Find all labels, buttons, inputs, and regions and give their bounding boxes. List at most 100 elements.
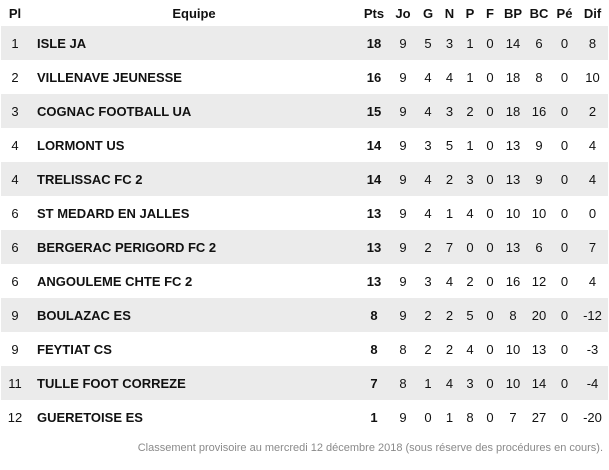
cell-points: 8: [370, 341, 378, 357]
cell-played: 9: [389, 94, 417, 128]
header-goals-against: BC: [529, 5, 549, 21]
cell-team: ISLE JA: [29, 26, 359, 60]
table-row: 6 ANGOULEME CHTE FC 2 13 9 3 4 2 0 16 12 0 4: [1, 264, 608, 298]
cell-drawn: 3: [439, 94, 460, 128]
cell-forfeit: 0: [486, 409, 494, 425]
cell-goals-for: 10: [505, 341, 521, 357]
cell-goals-against: 10: [531, 205, 547, 221]
cell-played: 9: [389, 162, 417, 196]
cell-forfeit: 0: [480, 366, 500, 400]
cell-penalty: 0: [552, 26, 577, 60]
cell-goal-diff: 4: [588, 137, 597, 153]
cell-points: 1: [370, 409, 378, 425]
cell-rank: 9: [11, 341, 19, 357]
cell-drawn: 1: [445, 205, 454, 221]
cell-lost: 3: [460, 162, 480, 196]
header-drawn: N: [444, 5, 455, 21]
cell-goals-against: 27: [531, 409, 547, 425]
cell-goals-against: 8: [535, 69, 543, 85]
cell-points: 18: [359, 26, 389, 60]
cell-goals-against: 9: [535, 137, 543, 153]
cell-lost: 2: [466, 273, 474, 289]
cell-points: 13: [366, 273, 382, 289]
cell-goals-against: 9: [526, 162, 552, 196]
cell-forfeit: 0: [486, 273, 494, 289]
cell-goal-diff: -4: [577, 366, 608, 400]
cell-penalty: 0: [560, 341, 569, 357]
cell-penalty: 0: [560, 137, 569, 153]
cell-lost: 5: [460, 298, 480, 332]
cell-played: 9: [399, 137, 407, 153]
cell-goals-against: 20: [526, 298, 552, 332]
cell-won: 3: [424, 137, 432, 153]
cell-won: 2: [417, 298, 439, 332]
cell-lost: 2: [460, 94, 480, 128]
cell-rank: 12: [7, 409, 23, 425]
cell-won: 4: [417, 162, 439, 196]
cell-lost: 4: [466, 205, 474, 221]
table-row: 2 VILLENAVE JEUNESSE 16 9 4 4 1 0 18 8 0 10: [1, 60, 608, 94]
cell-team: GUERETOISE ES: [37, 409, 143, 425]
cell-rank: 4: [1, 162, 29, 196]
table-row: 3 COGNAC FOOTBALL UA 15 9 4 3 2 0 18 16 0 2: [1, 94, 608, 128]
cell-drawn: 7: [439, 230, 460, 264]
cell-forfeit: 0: [480, 94, 500, 128]
cell-penalty: 0: [552, 230, 577, 264]
cell-goals-for: 13: [500, 230, 526, 264]
cell-goals-for: 14: [500, 26, 526, 60]
cell-won: 3: [424, 273, 432, 289]
cell-points: 13: [366, 205, 382, 221]
cell-points: 14: [366, 137, 382, 153]
cell-drawn: 5: [445, 137, 454, 153]
cell-rank: 9: [1, 298, 29, 332]
cell-goal-diff: 4: [577, 162, 608, 196]
cell-played: 9: [399, 273, 407, 289]
cell-points: 7: [359, 366, 389, 400]
header-won: G: [422, 5, 434, 21]
cell-team: TULLE FOOT CORREZE: [29, 366, 359, 400]
cell-lost: 0: [460, 230, 480, 264]
cell-points: 13: [359, 230, 389, 264]
header-played: Jo: [395, 5, 411, 21]
cell-forfeit: 0: [486, 341, 494, 357]
cell-goals-for: 18: [505, 69, 521, 85]
cell-goals-against: 12: [531, 273, 547, 289]
cell-rank: 1: [1, 26, 29, 60]
table-row: 4 LORMONT US 14 9 3 5 1 0 13 9 0 4: [1, 128, 608, 162]
table-row: 6 BERGERAC PERIGORD FC 2 13 9 2 7 0 0 13 6 0 7: [1, 230, 608, 264]
cell-goals-for: 16: [505, 273, 521, 289]
cell-points: 8: [359, 298, 389, 332]
cell-lost: 1: [466, 69, 474, 85]
cell-played: 8: [389, 366, 417, 400]
cell-won: 2: [417, 230, 439, 264]
header-rank: Pl: [8, 5, 22, 21]
cell-drawn: 4: [445, 273, 454, 289]
cell-won: 4: [424, 69, 432, 85]
cell-goals-for: 13: [500, 162, 526, 196]
cell-penalty: 0: [560, 205, 569, 221]
cell-won: 0: [424, 409, 432, 425]
cell-goals-against: 6: [526, 230, 552, 264]
header-forfeit: F: [486, 5, 494, 21]
cell-played: 9: [389, 26, 417, 60]
cell-drawn: 2: [439, 298, 460, 332]
cell-goals-for: 18: [500, 94, 526, 128]
cell-penalty: 0: [560, 409, 569, 425]
table-row: 12 GUERETOISE ES 1 9 0 1 8 0 7 27 0 -20: [1, 400, 608, 434]
cell-goal-diff: 0: [588, 205, 597, 221]
cell-played: 9: [389, 230, 417, 264]
cell-penalty: 0: [552, 366, 577, 400]
cell-played: 9: [389, 298, 417, 332]
cell-team: ANGOULEME CHTE FC 2: [37, 273, 193, 289]
table-row: 11 TULLE FOOT CORREZE 7 8 1 4 3 0 10 14 0 -4: [1, 366, 608, 400]
cell-points: 14: [359, 162, 389, 196]
cell-won: 4: [424, 205, 432, 221]
cell-forfeit: 0: [480, 162, 500, 196]
cell-drawn: 2: [445, 341, 454, 357]
cell-rank: 2: [11, 69, 19, 85]
table-row: 9 FEYTIAT CS 8 8 2 2 4 0 10 13 0 -3: [1, 332, 608, 366]
cell-lost: 1: [466, 137, 474, 153]
cell-drawn: 4: [445, 69, 454, 85]
cell-rank: 6: [11, 205, 19, 221]
cell-goals-against: 13: [531, 341, 547, 357]
